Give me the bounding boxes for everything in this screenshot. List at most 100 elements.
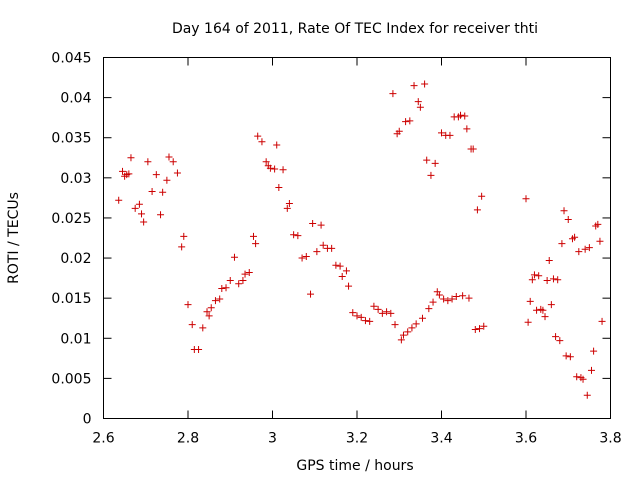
data-point xyxy=(119,167,127,175)
data-point xyxy=(549,275,557,283)
data-point xyxy=(349,309,357,317)
data-point xyxy=(583,391,591,399)
data-point xyxy=(545,256,553,264)
data-point xyxy=(366,317,374,325)
data-point xyxy=(336,262,344,270)
data-point xyxy=(408,324,416,332)
data-point xyxy=(245,268,253,276)
data-point xyxy=(427,171,435,179)
data-point xyxy=(271,165,279,173)
data-point xyxy=(431,159,439,167)
data-point xyxy=(283,204,291,212)
data-point xyxy=(461,112,469,120)
data-point xyxy=(476,325,484,333)
y-tick-label: 0.04 xyxy=(60,91,91,107)
data-point xyxy=(418,314,426,322)
data-point xyxy=(399,331,407,339)
data-point xyxy=(178,243,186,251)
data-point xyxy=(590,347,598,355)
x-tick-label: 3.2 xyxy=(346,431,368,447)
data-point xyxy=(480,322,488,330)
data-point xyxy=(258,138,266,146)
data-point xyxy=(378,309,386,317)
data-point xyxy=(361,317,369,325)
data-point xyxy=(374,305,382,313)
y-tick-label: 0 xyxy=(83,412,92,428)
data-point xyxy=(140,218,148,226)
data-point xyxy=(473,206,481,214)
data-point xyxy=(395,127,403,135)
data-point xyxy=(125,170,133,178)
data-point xyxy=(558,240,566,248)
data-point xyxy=(587,366,595,374)
x-axis-label: GPS time / hours xyxy=(296,458,413,474)
data-point xyxy=(535,272,543,280)
data-point xyxy=(279,166,287,174)
data-point xyxy=(370,302,378,310)
x-tick-label: 2.8 xyxy=(177,431,199,447)
data-point xyxy=(290,231,298,239)
data-point xyxy=(526,297,534,305)
data-point xyxy=(397,336,405,344)
data-point xyxy=(543,277,551,285)
data-point xyxy=(230,253,238,261)
data-point xyxy=(554,276,562,284)
data-point xyxy=(302,252,310,260)
data-point xyxy=(387,309,395,317)
data-point xyxy=(252,240,260,248)
data-point xyxy=(115,196,123,204)
data-point xyxy=(157,211,165,219)
data-point xyxy=(478,192,486,200)
y-tick-label: 0.035 xyxy=(51,131,91,147)
data-point xyxy=(163,176,171,184)
data-point xyxy=(309,220,317,228)
x-tick-label: 3 xyxy=(268,431,277,447)
y-axis-label: ROTI / TECUs xyxy=(6,192,22,284)
data-point xyxy=(410,82,418,90)
data-point xyxy=(429,298,437,306)
data-point xyxy=(173,169,181,177)
data-point xyxy=(423,156,431,164)
data-point xyxy=(273,141,281,149)
data-point xyxy=(459,292,467,300)
data-point xyxy=(345,282,353,290)
data-point xyxy=(457,111,465,119)
data-point xyxy=(598,317,606,325)
data-point xyxy=(564,216,572,224)
data-point xyxy=(195,346,203,354)
data-point xyxy=(579,375,587,383)
data-point xyxy=(383,308,391,316)
data-point xyxy=(452,293,460,301)
x-tick-label: 3.4 xyxy=(430,431,452,447)
data-point xyxy=(391,321,399,329)
data-point xyxy=(528,276,536,284)
chart-title: Day 164 of 2011, Rate Of TEC Index for r… xyxy=(172,21,538,37)
data-point xyxy=(239,277,247,285)
data-point xyxy=(552,333,560,341)
data-point xyxy=(438,129,445,137)
data-point xyxy=(199,324,207,332)
data-point xyxy=(298,254,306,262)
data-point xyxy=(207,304,215,312)
data-point xyxy=(266,164,274,172)
data-point xyxy=(581,245,589,253)
data-point xyxy=(328,244,336,252)
data-point xyxy=(594,220,602,228)
data-point xyxy=(353,312,361,320)
data-point xyxy=(463,125,471,133)
data-point xyxy=(294,232,302,240)
data-point xyxy=(573,373,581,381)
data-point xyxy=(539,306,547,314)
data-point xyxy=(585,244,593,252)
data-point xyxy=(313,248,321,256)
y-tick-label: 0.015 xyxy=(51,291,91,307)
data-point xyxy=(235,280,243,288)
x-tick-label: 3.8 xyxy=(599,431,621,447)
data-point xyxy=(469,145,477,153)
data-point xyxy=(169,158,177,166)
data-point xyxy=(241,270,249,278)
data-point xyxy=(404,328,412,336)
y-axis: 0 0.005 0.01 0.015 0.02 0.025 0.03 0.035 0.04 0.0… xyxy=(51,51,611,428)
data-point xyxy=(562,352,570,360)
x-axis: 2.6 2.8 3 3.2 3.4 3.6 3.8 xyxy=(92,57,622,447)
